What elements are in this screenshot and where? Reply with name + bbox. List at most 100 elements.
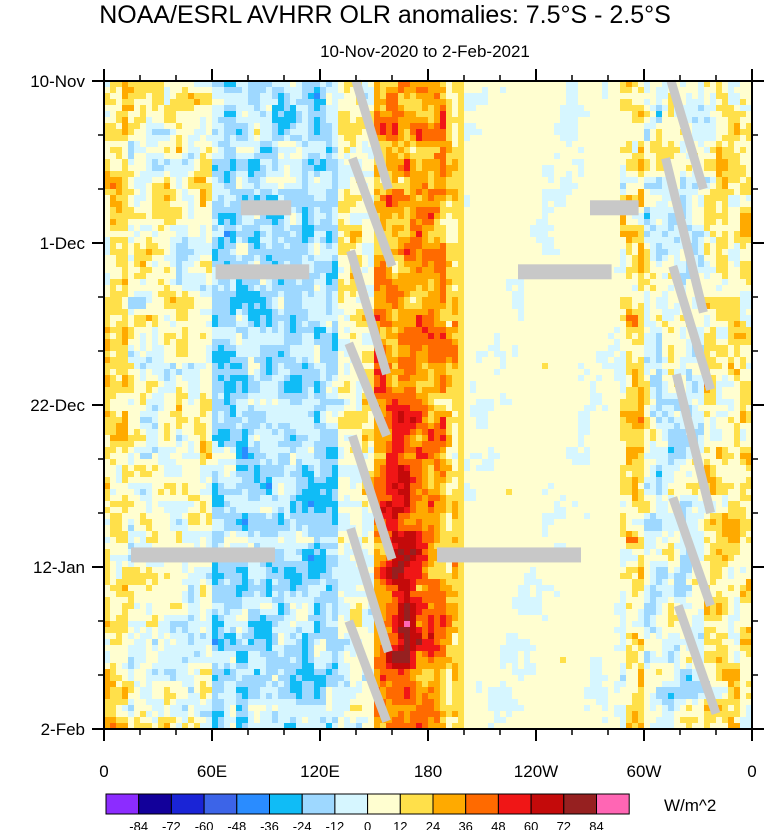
heat-cell <box>602 309 609 316</box>
heat-cell <box>608 255 615 262</box>
heat-cell <box>164 321 171 328</box>
heat-cell <box>500 141 507 148</box>
heat-cell <box>596 351 603 358</box>
heat-cell <box>422 285 429 292</box>
heat-cell <box>740 303 747 310</box>
heat-cell <box>488 333 495 340</box>
heat-cell <box>632 243 639 250</box>
heat-cell <box>212 195 219 202</box>
heat-cell <box>578 333 585 340</box>
heat-cell <box>110 105 117 112</box>
heat-cell <box>494 303 501 310</box>
heat-cell <box>428 237 435 244</box>
heat-cell <box>110 231 117 238</box>
heat-cell <box>716 165 723 172</box>
heat-cell <box>272 189 279 196</box>
heat-cell <box>572 159 579 166</box>
heat-cell <box>458 249 465 256</box>
heat-cell <box>584 189 591 196</box>
heat-cell <box>746 141 753 148</box>
heat-cell <box>746 339 753 346</box>
heat-cell <box>416 231 423 238</box>
heat-cell <box>278 177 285 184</box>
heat-cell <box>368 99 375 106</box>
heat-cell <box>728 141 735 148</box>
heat-cell <box>728 105 735 112</box>
heat-cell <box>116 249 123 256</box>
heat-cell <box>134 201 141 208</box>
heat-cell <box>698 261 705 268</box>
heat-cell <box>626 129 633 136</box>
heat-cell <box>590 321 597 328</box>
heat-cell <box>170 327 177 334</box>
heat-cell <box>308 123 315 130</box>
heat-cell <box>458 333 465 340</box>
heat-cell <box>692 129 699 136</box>
heat-cell <box>728 339 735 346</box>
heat-cell <box>344 321 351 328</box>
heat-cell <box>452 303 459 310</box>
heat-cell <box>212 159 219 166</box>
heat-cell <box>236 183 243 190</box>
heat-cell <box>206 345 213 352</box>
heat-cell <box>350 237 357 244</box>
heat-cell <box>452 297 459 304</box>
heat-cell <box>554 219 561 226</box>
heat-cell <box>164 309 171 316</box>
heat-cell <box>290 213 297 220</box>
heat-cell <box>710 183 717 190</box>
heat-cell <box>290 111 297 118</box>
heat-cell <box>404 339 411 346</box>
heat-cell <box>242 315 249 322</box>
heat-cell <box>386 333 393 340</box>
heat-cell <box>182 327 189 334</box>
heat-cell <box>536 159 543 166</box>
heat-cell <box>548 297 555 304</box>
heat-cell <box>530 297 537 304</box>
heat-cell <box>194 225 201 232</box>
heat-cell <box>572 171 579 178</box>
heat-cell <box>500 249 507 256</box>
heat-cell <box>104 333 111 340</box>
heat-cell <box>560 351 567 358</box>
heat-cell <box>308 351 315 358</box>
heat-cell <box>296 303 303 310</box>
heat-cell <box>206 243 213 250</box>
heat-cell <box>218 111 225 118</box>
heat-cell <box>464 231 471 238</box>
heat-cell <box>518 81 525 88</box>
heat-cell <box>614 315 621 322</box>
heat-cell <box>698 147 705 154</box>
heat-cell <box>344 93 351 100</box>
heat-cell <box>566 135 573 142</box>
heat-cell <box>272 255 279 262</box>
heat-cell <box>524 165 531 172</box>
heat-cell <box>296 225 303 232</box>
heat-cell <box>632 195 639 202</box>
heat-cell <box>128 81 135 88</box>
heat-cell <box>176 237 183 244</box>
heat-cell <box>608 249 615 256</box>
heat-cell <box>554 327 561 334</box>
heat-cell <box>374 189 381 196</box>
heat-cell <box>506 93 513 100</box>
heat-cell <box>542 249 549 256</box>
heat-cell <box>104 93 111 100</box>
heat-cell <box>314 243 321 250</box>
heat-cell <box>170 111 177 118</box>
heat-cell <box>194 81 201 88</box>
heat-cell <box>584 351 591 358</box>
heat-cell <box>236 159 243 166</box>
heat-cell <box>458 117 465 124</box>
heat-cell <box>212 255 219 262</box>
heat-cell <box>476 297 483 304</box>
heat-cell <box>728 261 735 268</box>
heat-cell <box>530 135 537 142</box>
heat-cell <box>530 309 537 316</box>
heat-cell <box>380 147 387 154</box>
heat-cell <box>458 99 465 106</box>
heat-cell <box>374 201 381 208</box>
heat-cell <box>404 123 411 130</box>
heat-cell <box>614 327 621 334</box>
heat-cell <box>122 207 129 214</box>
